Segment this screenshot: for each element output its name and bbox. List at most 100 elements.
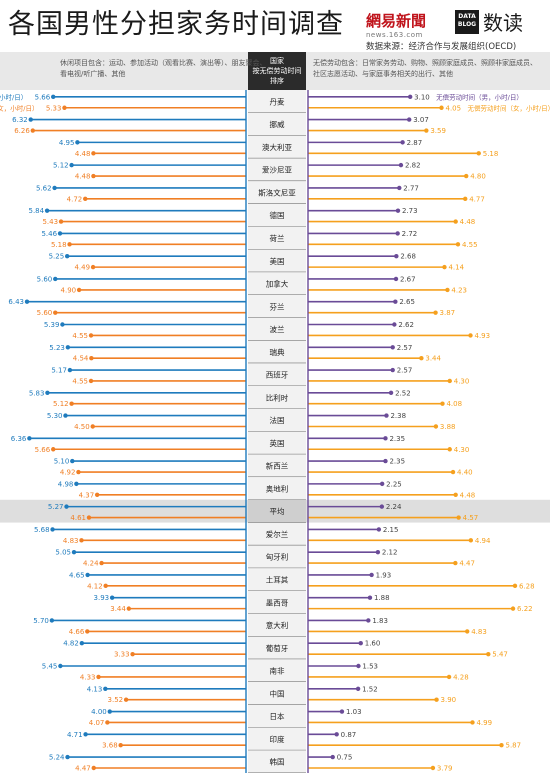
unpaid-male-point bbox=[407, 94, 413, 100]
unpaid-female-label: 4.30 bbox=[454, 377, 470, 385]
unpaid-female-label: 4.40 bbox=[457, 469, 473, 477]
unpaid-male-point bbox=[384, 413, 389, 418]
leisure-male-label: 5.25 bbox=[49, 253, 65, 261]
unpaid-male-point bbox=[390, 345, 395, 350]
unpaid-female-label: 4.94 bbox=[475, 537, 491, 545]
unpaid-female-point bbox=[465, 629, 470, 634]
unpaid-female-label: 4.77 bbox=[469, 195, 485, 203]
unpaid-female-label: 3.44 bbox=[425, 355, 441, 363]
leisure-female-point bbox=[53, 310, 58, 315]
leisure-note-line: 看电视/听广播、其他 bbox=[60, 69, 125, 78]
country-cell bbox=[248, 454, 306, 478]
leisure-male-label: 5.62 bbox=[36, 184, 52, 192]
unpaid-female-label: 5.18 bbox=[483, 150, 499, 158]
unpaid-male-point bbox=[369, 572, 374, 578]
unpaid-female-label: 3.90 bbox=[441, 696, 457, 704]
leisure-male-point bbox=[67, 367, 73, 373]
country-label: 匈牙利 bbox=[266, 552, 289, 562]
leisure-female-point bbox=[62, 105, 67, 110]
leisure-female-label: 4.12 bbox=[87, 582, 103, 590]
country-cell bbox=[248, 340, 306, 364]
country-cell bbox=[248, 249, 306, 273]
unpaid-female-point bbox=[440, 401, 445, 406]
unpaid-male-point bbox=[393, 276, 399, 282]
unpaid-female-label: 4.23 bbox=[451, 286, 467, 294]
country-label: 日本 bbox=[270, 711, 285, 721]
leisure-male-point bbox=[65, 754, 70, 760]
country-cell bbox=[248, 704, 306, 728]
leisure-female-label: 3.33 bbox=[114, 651, 130, 659]
unpaid-female-point bbox=[453, 560, 458, 566]
unpaid-female-label: 3.59 bbox=[430, 127, 446, 135]
unpaid-female-point bbox=[433, 424, 439, 429]
leisure-female-label: 6.26 bbox=[14, 127, 30, 135]
unpaid-female-point bbox=[446, 674, 452, 680]
leisure-female-label: 5.18 bbox=[51, 241, 67, 249]
unpaid-male-point bbox=[339, 709, 345, 714]
unpaid-female-label: 4.93 bbox=[475, 332, 491, 340]
chart-canvas: 休闲项目包含：运动、参加活动（观看比赛、演出等）、朋友聚会、看电视/听广播、其他… bbox=[0, 52, 550, 773]
unpaid-male-label: 2.57 bbox=[397, 344, 413, 352]
leisure-male-label: 6.43 bbox=[8, 298, 24, 306]
leisure-male-label: 4.00 bbox=[91, 708, 107, 716]
leisure-male-label: 5.66 bbox=[35, 93, 51, 101]
unpaid-male-label: 2.15 bbox=[383, 526, 399, 534]
unpaid-female-point bbox=[453, 492, 458, 497]
data-source: 数据来源：经济合作与发展组织(OECD) bbox=[366, 42, 517, 52]
leisure-male-point bbox=[71, 549, 77, 555]
country-label: 爱尔兰 bbox=[266, 529, 289, 539]
country-cell bbox=[248, 727, 306, 751]
unpaid-female-point bbox=[510, 606, 516, 611]
country-label: 挪威 bbox=[270, 119, 285, 129]
unpaid-female-label: 4.30 bbox=[454, 446, 470, 454]
country-label: 澳大利亚 bbox=[262, 142, 292, 152]
unpaid-female-label: 4.14 bbox=[448, 264, 464, 272]
leisure-female-label: 4.50 bbox=[74, 423, 90, 431]
leisure-female-point bbox=[76, 287, 82, 293]
country-cell bbox=[248, 681, 306, 705]
country-cell bbox=[248, 659, 306, 682]
unpaid-male-point bbox=[379, 504, 385, 509]
leisure-male-label: 5.23 bbox=[49, 344, 65, 352]
unpaid-male-point bbox=[406, 117, 412, 122]
unpaid-male-label: 0.87 bbox=[341, 731, 357, 739]
unpaid-female-point bbox=[439, 105, 444, 110]
leisure-male-point bbox=[24, 299, 30, 304]
leisure-male-point bbox=[107, 709, 112, 714]
leisure-female-label: 4.90 bbox=[61, 286, 77, 294]
right-note-bg bbox=[306, 52, 550, 90]
unpaid-male-label: 2.35 bbox=[389, 458, 405, 466]
leisure-male-label: 5.46 bbox=[41, 230, 57, 238]
country-label: 法国 bbox=[270, 415, 285, 425]
country-cell bbox=[248, 590, 306, 614]
leisure-female-label: 4.61 bbox=[70, 514, 86, 522]
country-cell bbox=[248, 385, 306, 409]
unpaid-female-point bbox=[463, 196, 468, 202]
leisure-male-point bbox=[64, 504, 69, 509]
unpaid-male-point bbox=[376, 527, 382, 532]
unpaid-male-label: 1.88 bbox=[374, 594, 390, 602]
unpaid-male-label: 2.65 bbox=[399, 298, 415, 306]
unpaid-female-point bbox=[468, 538, 474, 543]
leisure-male-label: 5.83 bbox=[29, 389, 45, 397]
leisure-male-point bbox=[27, 436, 32, 441]
unpaid-male-point bbox=[367, 595, 373, 600]
leisure-male-point bbox=[53, 276, 58, 282]
leisure-female-label: 4.33 bbox=[80, 673, 96, 681]
legend-leisure-female: 休闲时间（女，小时/日） bbox=[0, 103, 38, 112]
unpaid-male-point bbox=[366, 618, 371, 623]
unpaid-female-point bbox=[476, 151, 481, 156]
unpaid-male-label: 3.07 bbox=[413, 116, 429, 124]
country-label: 印度 bbox=[270, 734, 285, 744]
leisure-male-label: 4.65 bbox=[69, 571, 85, 579]
country-label: 加拿大 bbox=[266, 279, 289, 289]
country-cell bbox=[248, 431, 306, 455]
unpaid-female-point bbox=[470, 720, 475, 725]
leisure-male-label: 5.45 bbox=[42, 662, 58, 670]
country-label: 美国 bbox=[270, 256, 285, 266]
leisure-female-label: 4.07 bbox=[89, 719, 105, 727]
leisure-female-point bbox=[103, 583, 108, 589]
leisure-male-point bbox=[44, 208, 50, 213]
leisure-female-point bbox=[90, 424, 95, 429]
country-label: 德国 bbox=[270, 210, 285, 220]
